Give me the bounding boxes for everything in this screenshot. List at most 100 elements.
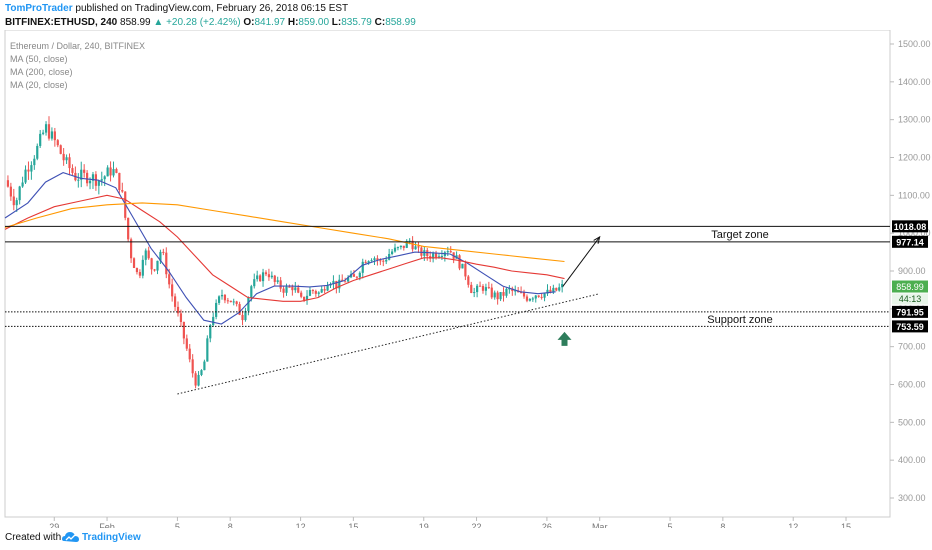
candle-body: [285, 286, 288, 293]
candle-body: [449, 251, 452, 253]
candle-body: [473, 292, 476, 294]
candle-body: [388, 253, 391, 260]
candle-body: [338, 279, 341, 289]
candle-body: [396, 247, 400, 249]
candle-body: [62, 153, 65, 161]
candle-body: [253, 279, 256, 287]
projection-arrow: [562, 236, 601, 287]
legend-ma20[interactable]: MA (20, close): [10, 80, 68, 90]
candle-body: [549, 289, 552, 293]
up-arrow-icon: [557, 331, 572, 346]
tradingview-brand[interactable]: TradingView: [82, 532, 141, 543]
candle-body: [399, 245, 402, 248]
candle-body: [505, 288, 508, 296]
candle-body: [256, 275, 259, 280]
candle-body: [543, 293, 546, 298]
level-badge: [892, 235, 928, 248]
candle-body: [127, 217, 130, 240]
candle-body: [446, 251, 449, 253]
candle-body: [27, 169, 30, 172]
candle-body: [241, 314, 244, 321]
candle-body: [270, 275, 273, 278]
x-tick-label: Mar: [592, 522, 608, 528]
candle-body: [118, 172, 121, 190]
candle-body: [97, 180, 100, 186]
candle-body: [546, 289, 549, 294]
tradingview-logo-icon[interactable]: [62, 531, 80, 550]
author-link[interactable]: TomProTrader: [5, 3, 73, 14]
x-tick-label: 8: [720, 522, 725, 528]
candle-body: [461, 263, 464, 269]
candle-body: [352, 274, 356, 277]
candle-body: [303, 296, 306, 301]
y-tick-label: 900.00: [898, 266, 926, 276]
candle-body: [238, 304, 241, 315]
candle-body: [144, 250, 147, 260]
candles: [6, 116, 564, 389]
candle-body: [349, 274, 353, 278]
candle-body: [156, 260, 159, 271]
candle-body: [467, 276, 470, 285]
candle-body: [18, 186, 21, 201]
legend-ma200[interactable]: MA (200, close): [10, 67, 73, 77]
candle-body: [30, 165, 33, 172]
candle-body: [226, 300, 229, 302]
publish-info: published on TradingView.com, February 2…: [75, 3, 349, 14]
candle-body: [91, 174, 95, 181]
candle-body: [288, 286, 291, 288]
header: TomProTrader published on TradingView.co…: [0, 0, 932, 30]
candle-body: [77, 179, 80, 181]
candle-body: [379, 260, 382, 262]
candle-body: [132, 258, 136, 269]
candle-body: [88, 180, 92, 184]
candle-body: [282, 288, 285, 293]
candle-body: [490, 287, 493, 298]
candle-body: [464, 263, 467, 277]
candle-body: [191, 359, 194, 374]
x-tick-label: 29: [49, 522, 59, 528]
legend-ma50[interactable]: MA (50, close): [10, 54, 68, 64]
candle-body: [358, 272, 361, 278]
candle-body: [332, 280, 335, 285]
close-label: C:: [374, 17, 386, 28]
footer: Created with TradingView: [0, 528, 932, 550]
candle-body: [165, 252, 168, 275]
candle-body: [484, 287, 488, 291]
publish-line: TomProTrader published on TradingView.co…: [5, 3, 348, 14]
candle-body: [106, 167, 109, 177]
candle-body: [56, 140, 59, 146]
x-tick-label: 5: [668, 522, 673, 528]
change-value: ▲ +20.28 (+2.42%): [153, 17, 241, 28]
candle-body: [405, 241, 408, 248]
candle-body: [261, 272, 265, 282]
y-tick-label: 500.00: [898, 417, 926, 427]
candle-body: [311, 290, 315, 292]
candle-body: [179, 313, 183, 322]
candle-body: [147, 250, 150, 259]
candle-body: [308, 290, 312, 296]
candle-body: [273, 275, 276, 282]
candle-body: [320, 289, 323, 293]
candle-body: [522, 292, 526, 297]
candle-body: [361, 261, 364, 273]
candle-body: [323, 289, 326, 291]
candle-body: [150, 258, 153, 270]
candle-body: [244, 310, 247, 321]
candle-body: [470, 284, 473, 293]
candle-body: [528, 299, 532, 301]
candle-body: [408, 240, 411, 242]
candle-body: [367, 261, 370, 263]
candle-body: [335, 280, 338, 289]
price-chart[interactable]: 300.00400.00500.00600.00700.00800.00900.…: [0, 30, 932, 528]
x-tick-label: Feb: [99, 522, 115, 528]
candle-body: [434, 253, 438, 258]
candle-body: [65, 157, 68, 161]
candle-body: [264, 272, 268, 275]
x-tick-label: 19: [419, 522, 429, 528]
candle-body: [83, 169, 86, 173]
candle-body: [86, 172, 89, 184]
candle-body: [50, 131, 54, 139]
candle-body: [215, 302, 218, 317]
last-price: 858.99: [120, 17, 151, 28]
candle-body: [561, 284, 564, 288]
